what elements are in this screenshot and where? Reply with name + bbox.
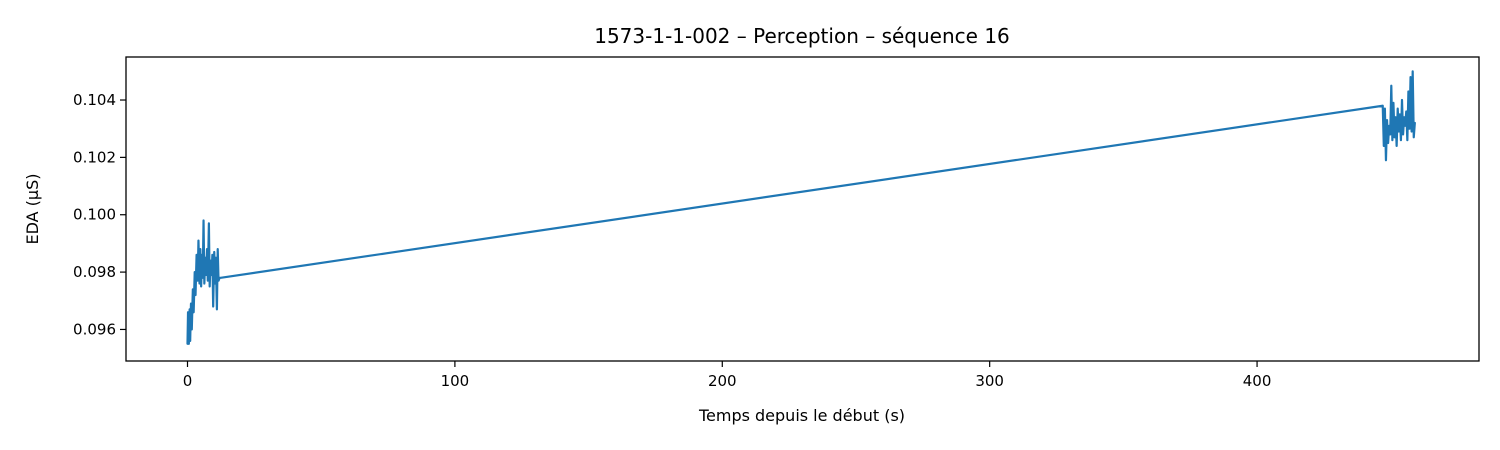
chart-title: 1573-1-1-002 – Perception – séquence 16 [594,24,1010,48]
y-tick-label: 0.096 [73,320,116,338]
plot-frame [125,56,1480,362]
x-tick-label: 300 [975,372,1004,390]
y-tick-label: 0.100 [73,206,116,224]
x-axis: 0 100 200 300 400 [183,361,1272,390]
y-tick-label: 0.104 [73,91,116,109]
series-line [186,70,1416,345]
plot-area [186,70,1416,345]
x-tick-label: 100 [441,372,470,390]
x-tick-label: 400 [1243,372,1272,390]
y-axis-label: EDA (µS) [23,174,42,245]
y-tick-label: 0.098 [73,263,116,281]
x-tick-label: 200 [708,372,737,390]
x-axis-label: Temps depuis le début (s) [698,406,905,425]
y-tick-label: 0.102 [73,148,116,166]
x-tick-label: 0 [183,372,193,390]
y-axis: 0.096 0.098 0.100 0.102 0.104 [73,91,126,338]
